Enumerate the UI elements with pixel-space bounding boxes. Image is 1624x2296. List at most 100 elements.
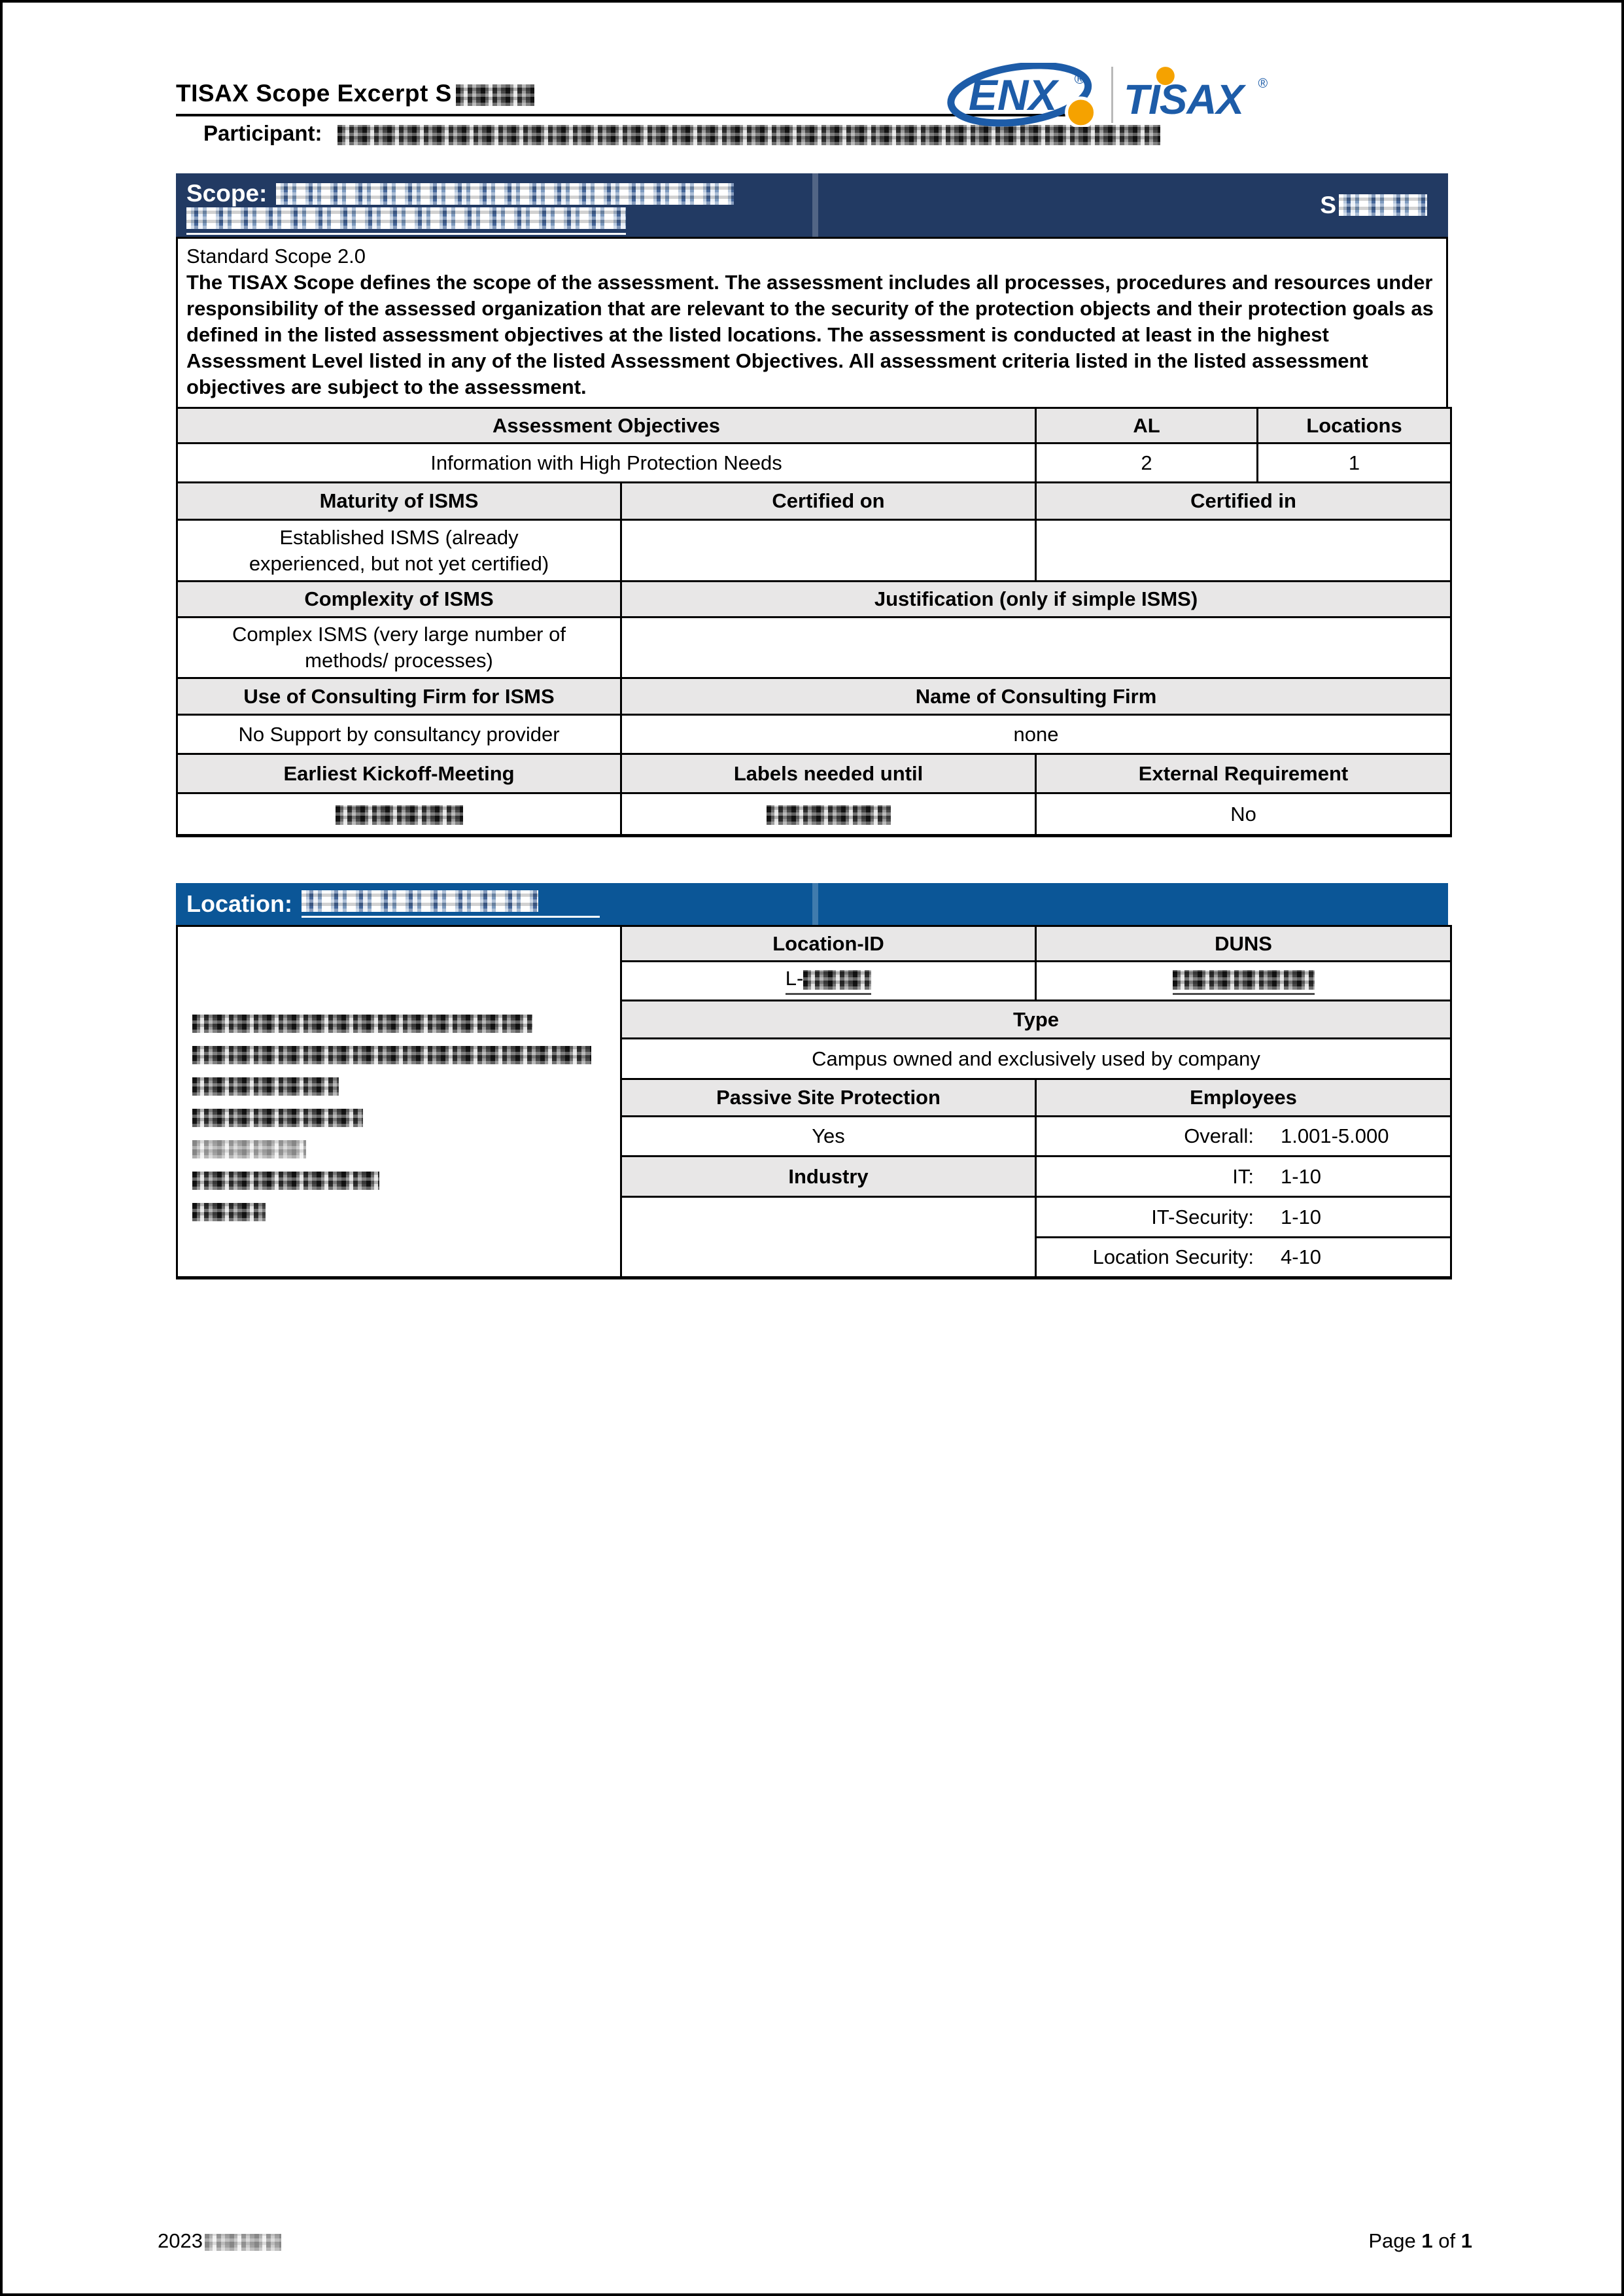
redacted-footer-date xyxy=(204,2233,281,2251)
scope-name-line-2 xyxy=(186,207,1448,235)
location-section: Location: Location-ID DUN xyxy=(176,883,1452,1279)
scope-name-link[interactable] xyxy=(186,207,626,235)
redacted-location-id xyxy=(803,969,872,990)
employees-location-security-label: Location Security: xyxy=(1092,1245,1254,1268)
employees-header: Employees xyxy=(1035,1078,1452,1117)
kickoff-meeting-header: Earliest Kickoff-Meeting xyxy=(176,753,622,794)
redacted-company-line-7 xyxy=(192,1203,266,1221)
certified-on-header: Certified on xyxy=(619,481,1037,521)
employees-it-label: IT: xyxy=(1232,1164,1254,1188)
redacted-duns xyxy=(1172,969,1315,990)
passive-employees-header-row: Passive Site Protection Employees xyxy=(177,1078,1452,1117)
complexity-header-row: Complexity of ISMS Justification (only i… xyxy=(176,580,1453,618)
industry-header: Industry xyxy=(620,1155,1037,1198)
duns-header: DUNS xyxy=(1035,925,1452,962)
redacted-company-line-2 xyxy=(192,1046,591,1064)
page-title: TISAX Scope Excerpt S xyxy=(176,80,1086,116)
redacted-scope-name-1 xyxy=(276,183,734,205)
consulting-row: No Support by consultancy provider none xyxy=(176,714,1453,755)
complexity-row: Complex ISMS (very large number of metho… xyxy=(176,616,1453,679)
tisax-orange-dot xyxy=(1156,67,1175,86)
enx-orange-dot xyxy=(1065,96,1097,127)
location-label: Location: xyxy=(186,890,292,917)
type-header: Type xyxy=(620,1000,1452,1039)
assessment-objectives-header: Assessment Objectives xyxy=(175,407,1037,444)
footer-page-number: 1 xyxy=(1421,2229,1433,2252)
page-header: TISAX Scope Excerpt S Participant: ENX ®… xyxy=(176,3,1448,146)
certified-in-value xyxy=(1035,519,1453,582)
assessment-objectives-row: Information with High Protection Needs 2… xyxy=(175,442,1453,483)
location-header-row: Location-ID DUNS xyxy=(176,925,1452,1279)
scope-header-bar: Scope: S xyxy=(176,173,1448,237)
location-id-header: Location-ID xyxy=(620,925,1037,962)
redacted-company-line-1 xyxy=(192,1015,532,1033)
maturity-header: Maturity of ISMS xyxy=(176,481,622,521)
footer-page-total: 1 xyxy=(1460,2229,1472,2252)
employees-overall-label: Overall: xyxy=(1184,1124,1254,1147)
scope-id-prefix: S xyxy=(1320,191,1336,218)
locations-value: 1 xyxy=(1256,442,1453,483)
scope-id: S xyxy=(1320,173,1427,237)
redacted-scope-name-2 xyxy=(186,207,626,229)
employees-it-cell: IT: 1-10 xyxy=(1035,1155,1452,1198)
location-id-link[interactable]: L- xyxy=(785,967,872,995)
kickoff-header-row: Earliest Kickoff-Meeting Labels needed u… xyxy=(176,753,1453,794)
passive-site-protection-value: Yes xyxy=(620,1115,1037,1157)
kickoff-row: No xyxy=(176,792,1453,837)
consulting-firm-header: Use of Consulting Firm for ISMS xyxy=(176,677,622,716)
redacted-participant-name xyxy=(337,124,1160,145)
industry-it-row: Industry IT: 1-10 xyxy=(177,1155,1452,1198)
participant-label: Participant: xyxy=(203,121,322,145)
passive-site-protection-header: Passive Site Protection xyxy=(620,1078,1037,1117)
company-name-address-cell xyxy=(176,925,622,1279)
scope-section: Scope: S Standard Scope 2.0 The TISAX Sc… xyxy=(175,173,1453,837)
consulting-firm-name-value: none xyxy=(619,714,1453,755)
passive-overall-row: Yes Overall: 1.001-5.000 xyxy=(177,1115,1452,1157)
footer-page-indicator: Page 1 of 1 xyxy=(1368,2229,1472,2253)
footer-page-label: Page xyxy=(1368,2229,1416,2252)
location-id-row: L- xyxy=(177,960,1452,1001)
footer-of-label: of xyxy=(1438,2229,1456,2252)
scope-name-line-1: Scope: xyxy=(186,180,1448,207)
redacted-scope-id-title xyxy=(455,84,534,106)
redacted-scope-id xyxy=(1339,194,1427,216)
redacted-company-line-3 xyxy=(192,1077,339,1096)
scope-bar-divider xyxy=(812,173,818,237)
external-requirement-header: External Requirement xyxy=(1035,753,1453,794)
employees-it-security-value: 1-10 xyxy=(1281,1205,1322,1228)
employees-overall-value: 1.001-5.000 xyxy=(1281,1124,1389,1147)
certified-on-value xyxy=(619,519,1037,582)
scope-table: Assessment Objectives AL Locations Infor… xyxy=(175,407,1453,837)
footer-year: 2023 xyxy=(158,2229,203,2252)
duns-value xyxy=(1035,960,1452,1001)
location-name-link[interactable] xyxy=(301,890,600,918)
duns-link[interactable] xyxy=(1172,967,1315,995)
certified-in-header: Certified in xyxy=(1035,481,1453,521)
maturity-value: Established ISMS (already experienced, b… xyxy=(176,519,622,582)
tisax-logo: TISAX ® xyxy=(1124,67,1268,123)
logo-divider xyxy=(1111,67,1113,123)
it-security-row: IT-Security: 1-10 xyxy=(177,1196,1452,1279)
page-title-text: TISAX Scope Excerpt S xyxy=(176,80,452,107)
enx-registered-mark: ® xyxy=(1075,71,1085,87)
maturity-row: Established ISMS (already experienced, b… xyxy=(176,519,1453,582)
employees-location-security-cell: Location Security: 4-10 xyxy=(1035,1236,1452,1279)
location-security-row: Location Security: 4-10 xyxy=(177,1236,1452,1279)
locations-header: Locations xyxy=(1256,407,1453,444)
enx-logo-text: ENX xyxy=(969,71,1060,119)
scope-description-text: The TISAX Scope defines the scope of the… xyxy=(186,271,1434,398)
tisax-logo-text: TISAX xyxy=(1124,76,1246,123)
assessment-objectives-header-row: Assessment Objectives AL Locations xyxy=(175,407,1453,444)
justification-header: Justification (only if simple ISMS) xyxy=(619,580,1453,618)
employees-it-value: 1-10 xyxy=(1281,1164,1322,1188)
location-id-value: L- xyxy=(620,960,1037,1001)
employees-it-security-cell: IT-Security: 1-10 xyxy=(1035,1196,1452,1238)
location-bar-divider xyxy=(812,883,818,925)
labels-needed-value xyxy=(619,792,1037,837)
type-row: Campus owned and exclusively used by com… xyxy=(177,1037,1452,1080)
consulting-firm-name-header: Name of Consulting Firm xyxy=(619,677,1453,716)
consulting-firm-value: No Support by consultancy provider xyxy=(176,714,622,755)
employees-location-security-value: 4-10 xyxy=(1281,1245,1322,1268)
redacted-company-line-5 xyxy=(192,1140,306,1158)
